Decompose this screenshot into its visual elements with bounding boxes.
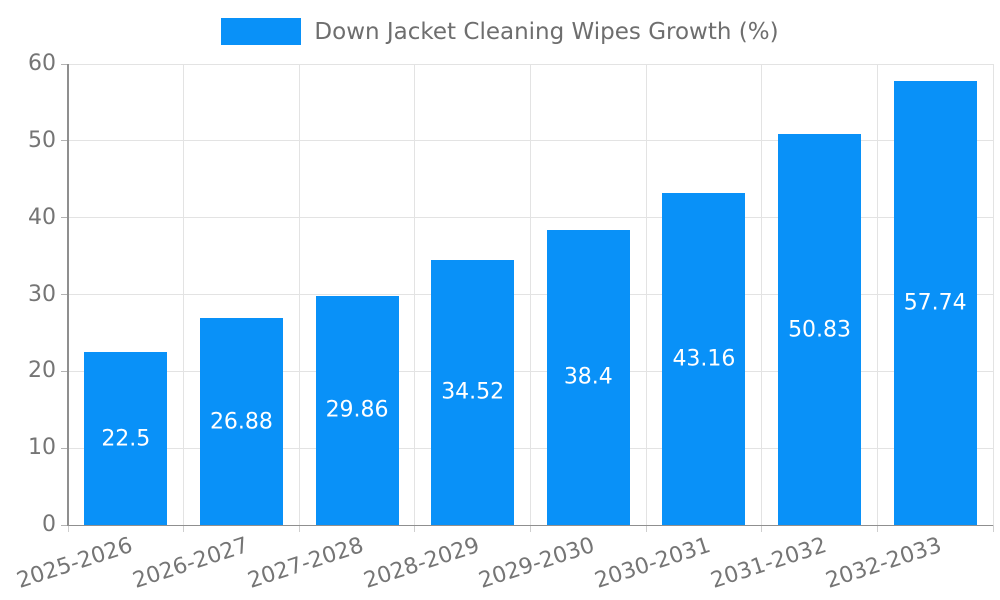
- y-tick-label: 50: [28, 127, 56, 153]
- y-tick-label: 60: [28, 51, 56, 76]
- x-tick: [645, 525, 647, 532]
- bar-value-label: 57.74: [903, 290, 967, 316]
- x-tick: [530, 525, 531, 532]
- y-tick-label: 20: [28, 358, 56, 384]
- legend-label: Down Jacket Cleaning Wipes Growth (%): [314, 18, 779, 45]
- x-axis-line: [67, 524, 993, 526]
- bar-value-label: 34.52: [441, 379, 505, 405]
- x-tick: [183, 525, 185, 532]
- x-tick: [298, 525, 300, 532]
- bar-value-label: 38.4: [563, 364, 613, 390]
- bar: 43.16: [662, 193, 746, 525]
- x-tick-label: 2028-2029: [360, 533, 483, 594]
- bar: 29.86: [315, 295, 399, 525]
- gridline-v: [530, 64, 531, 525]
- x-tick: [67, 525, 69, 532]
- gridline-v: [414, 64, 416, 525]
- gridline-v: [645, 64, 647, 525]
- y-axis-line: [67, 64, 69, 526]
- gridline-v: [761, 64, 763, 525]
- bar-value-label: 22.5: [101, 426, 151, 452]
- y-tick-label: 0: [42, 512, 56, 537]
- gridline-v: [992, 64, 994, 525]
- x-tick: [414, 525, 416, 532]
- y-tick-label: 40: [28, 204, 56, 230]
- y-tick-label: 10: [28, 435, 56, 461]
- x-tick-label: 2030-2031: [591, 533, 714, 594]
- bar-value-label: 43.16: [672, 346, 736, 372]
- gridline-v: [298, 64, 300, 525]
- bar: 26.88: [199, 318, 283, 525]
- gridline-v: [183, 64, 185, 525]
- legend: Down Jacket Cleaning Wipes Growth (%): [0, 18, 1000, 45]
- bar: 22.5: [84, 352, 168, 525]
- x-tick: [876, 525, 878, 532]
- bar: 50.83: [778, 134, 862, 525]
- x-tick-label: 2032-2033: [823, 533, 945, 594]
- x-tick-label: 2031-2032: [707, 533, 830, 594]
- bar-value-label: 26.88: [209, 409, 273, 435]
- y-tick-label: 30: [28, 281, 56, 307]
- legend-swatch: [221, 18, 302, 45]
- x-tick-label: 2029-2030: [476, 533, 599, 594]
- y-tick: [61, 447, 68, 449]
- bar: 57.74: [893, 81, 977, 525]
- x-tick: [992, 525, 994, 532]
- y-tick: [61, 140, 68, 142]
- x-tick-label: 2026-2027: [129, 533, 252, 594]
- x-tick: [761, 525, 763, 532]
- y-tick: [61, 294, 68, 295]
- bar-value-label: 29.86: [325, 397, 389, 423]
- y-tick: [61, 217, 68, 219]
- gridline-v: [876, 64, 878, 525]
- y-tick: [61, 370, 68, 372]
- x-tick-label: 2027-2028: [245, 533, 367, 594]
- bar: 34.52: [431, 259, 515, 525]
- x-tick-label: 2025-2026: [13, 533, 136, 594]
- y-tick: [61, 63, 68, 65]
- y-tick: [61, 524, 68, 526]
- bar: 38.4: [546, 229, 630, 525]
- bar-value-label: 50.83: [788, 317, 852, 343]
